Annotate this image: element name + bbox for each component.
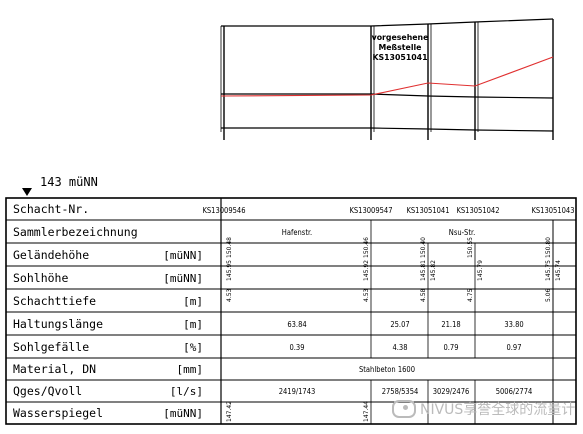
data-table-frame (5, 197, 577, 425)
gelaendehoehe-value: 150.80 (545, 237, 552, 258)
ground-line (221, 18, 554, 27)
schachttiefe-value: 4.75 (467, 288, 474, 302)
haltungslaenge-value: 33.80 (504, 320, 523, 329)
sohlgefaelle-values: 0.39 4.38 0.79 0.97 (289, 343, 521, 352)
material-value: Stahlbeton 1600 (359, 365, 415, 374)
row-label-wasserspiegel: Wasserspiegel (13, 406, 103, 420)
row-label-gelaendehoehe: Geländehöhe (13, 248, 89, 262)
unit-material: [mm] (177, 363, 204, 376)
row-label-sohlgefaelle: Sohlgefälle (13, 340, 89, 354)
pipe-invert-line (221, 127, 554, 132)
reference-level-label: 143 müNN (40, 175, 98, 189)
manhole-id-4: KS13051042 (456, 206, 499, 215)
row-labels: Schacht-Nr. Sammlerbezeichnung Geländehö… (13, 202, 138, 420)
row-label-haltungslaenge: Haltungslänge (13, 317, 103, 331)
gelaendehoehe-value: 150.46 (363, 237, 370, 258)
sammler-name-2: Nsu-Str. (449, 228, 475, 237)
row-label-qges-qvoll: Qges/Qvoll (13, 384, 82, 398)
sammler-name-1: Hafenstr. (282, 228, 312, 237)
unit-sohlgefaelle: [%] (183, 341, 203, 354)
sohlgefaelle-value: 0.97 (506, 343, 521, 352)
sohlhoehe-value: 145.95 (226, 260, 233, 281)
sohlgefaelle-value: 0.79 (443, 343, 458, 352)
pipe-crown-line (221, 93, 554, 99)
unit-schachttiefe: [m] (183, 295, 203, 308)
sohlhoehe-value: 145.75 (545, 260, 552, 281)
gelaendehoehe-value: 150.55 (467, 237, 474, 258)
row-label-sohlhoehe: Sohlhöhe (13, 271, 68, 285)
reference-level-marker-icon (22, 188, 32, 196)
qges-qvoll-value: 5006/2774 (496, 387, 533, 396)
sohlhoehe-value: 145.74 (555, 260, 562, 281)
schachttiefe-value: 5.06 (545, 288, 552, 302)
unit-gelaendehoehe: [müNN] (163, 249, 203, 262)
row-label-schacht-nr: Schacht-Nr. (13, 202, 89, 216)
manhole-numbers: KS13009546 KS13009547 KS13051041 KS13051… (202, 206, 574, 215)
water-level-line (220, 56, 554, 97)
watermark-text: NIVUS享誉全球的流量计 (420, 402, 576, 418)
manhole-id-2: KS13009547 (349, 206, 392, 215)
gelaendehoehe-value: 150.40 (420, 237, 427, 258)
measuring-point-annotation-2: Meßstelle (379, 43, 422, 52)
measuring-point-annotation-1: vorgesehene (372, 33, 429, 42)
sohlhoehe-values: 145.95 145.92 145.81 145.82 145.79 145.7… (226, 260, 562, 281)
schachttiefe-value: 4.53 (363, 288, 370, 302)
qges-qvoll-value: 3029/2476 (433, 387, 470, 396)
qges-qvoll-values: 2419/1743 2758/5354 3029/2476 5006/2774 (279, 387, 533, 396)
sohlhoehe-value: 145.92 (363, 260, 370, 281)
watermark: NIVUS享誉全球的流量计 (392, 398, 575, 420)
gelaendehoehe-values: 150.48 150.46 150.40 150.55 150.80 (226, 237, 552, 258)
sohlhoehe-value: 145.79 (477, 260, 484, 281)
wechat-logo-icon (392, 400, 416, 418)
haltungslaenge-value: 25.07 (390, 320, 409, 329)
schachttiefe-value: 4.58 (420, 288, 427, 302)
manhole-walls (220, 22, 479, 132)
unit-qges-qvoll: [l/s] (170, 385, 203, 398)
schachttiefe-values: 4.53 4.53 4.58 4.75 5.06 (226, 288, 552, 302)
gelaendehoehe-value: 150.48 (226, 237, 233, 258)
row-units: [müNN] [müNN] [m] [m] [%] [mm] [l/s] [mü… (163, 249, 203, 420)
haltungslaenge-value: 63.84 (287, 320, 306, 329)
haltungslaenge-value: 21.18 (441, 320, 460, 329)
manhole-id-5: KS13051043 (531, 206, 574, 215)
wasserspiegel-value: 147.44 (363, 401, 370, 422)
wasserspiegel-value: 147.42 (226, 401, 233, 422)
sohlgefaelle-value: 4.38 (392, 343, 407, 352)
sohlgefaelle-value: 0.39 (289, 343, 304, 352)
row-label-sammlerbezeichnung: Sammlerbezeichnung (13, 225, 138, 239)
schachttiefe-value: 4.53 (226, 288, 233, 302)
manhole-id-3: KS13051041 (406, 206, 449, 215)
unit-haltungslaenge: [m] (183, 318, 203, 331)
row-label-schachttiefe: Schachttiefe (13, 294, 96, 308)
manhole-id-1: KS13009546 (202, 206, 245, 215)
unit-sohlhoehe: [müNN] (163, 272, 203, 285)
row-label-material: Material, DN (13, 362, 96, 376)
manhole-shafts (223, 19, 554, 140)
sohlhoehe-value: 145.82 (430, 260, 437, 281)
unit-wasserspiegel: [müNN] (163, 407, 203, 420)
haltungslaenge-values: 63.84 25.07 21.18 33.80 (287, 320, 523, 329)
profile-section (220, 18, 554, 140)
qges-qvoll-value: 2758/5354 (382, 387, 419, 396)
sohlhoehe-value: 145.81 (420, 260, 427, 281)
wasserspiegel-values: 147.42 147.44 (226, 401, 370, 422)
measuring-point-annotation-3: KS13051041 (372, 53, 427, 62)
qges-qvoll-value: 2419/1743 (279, 387, 316, 396)
